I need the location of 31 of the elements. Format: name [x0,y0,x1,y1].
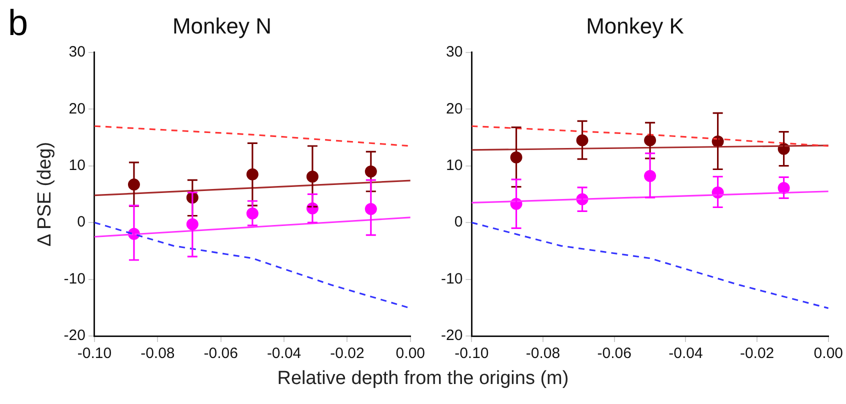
text: b [8,2,28,44]
x-tick-label: -0.04 [266,345,302,362]
y-tick-label: -10 [64,270,86,288]
y-axis-title: Δ PSE (deg) [34,142,56,246]
y-tick-label: -10 [440,270,463,288]
y-tick-label: 10 [446,156,463,174]
y-tick-label: 10 [68,156,86,174]
x-tick-label: -0.02 [740,345,774,362]
line-series [472,222,828,310]
line-series [94,222,410,310]
x-tick-label: 0.00 [814,345,844,362]
x-tick-label: -0.08 [526,345,560,362]
y-tick-label: -20 [440,327,463,344]
x-tick-label: -0.08 [140,345,175,362]
chart-title: Monkey N [172,13,272,38]
x-tick-label: -0.02 [330,345,364,362]
y-tick-label: 20 [446,100,463,118]
y-tick-label: -20 [64,327,86,344]
x-tick-label: -0.10 [454,345,489,362]
y-tick-label: 0 [77,214,86,231]
y-tick-label: 0 [454,214,463,231]
x-tick-label: -0.06 [597,345,632,362]
x-tick-label: -0.04 [668,345,703,362]
chart-title: Monkey K [586,13,684,38]
x-axis-title: Relative depth from the origins (m) [276,368,570,390]
y-tick-label: 30 [68,44,86,61]
x-tick-label: 0.00 [396,345,426,362]
y-tick-label: 30 [446,44,463,61]
x-tick-label: -0.10 [77,345,112,362]
x-tick-label: -0.06 [204,345,238,362]
y-tick-label: 20 [68,100,86,118]
